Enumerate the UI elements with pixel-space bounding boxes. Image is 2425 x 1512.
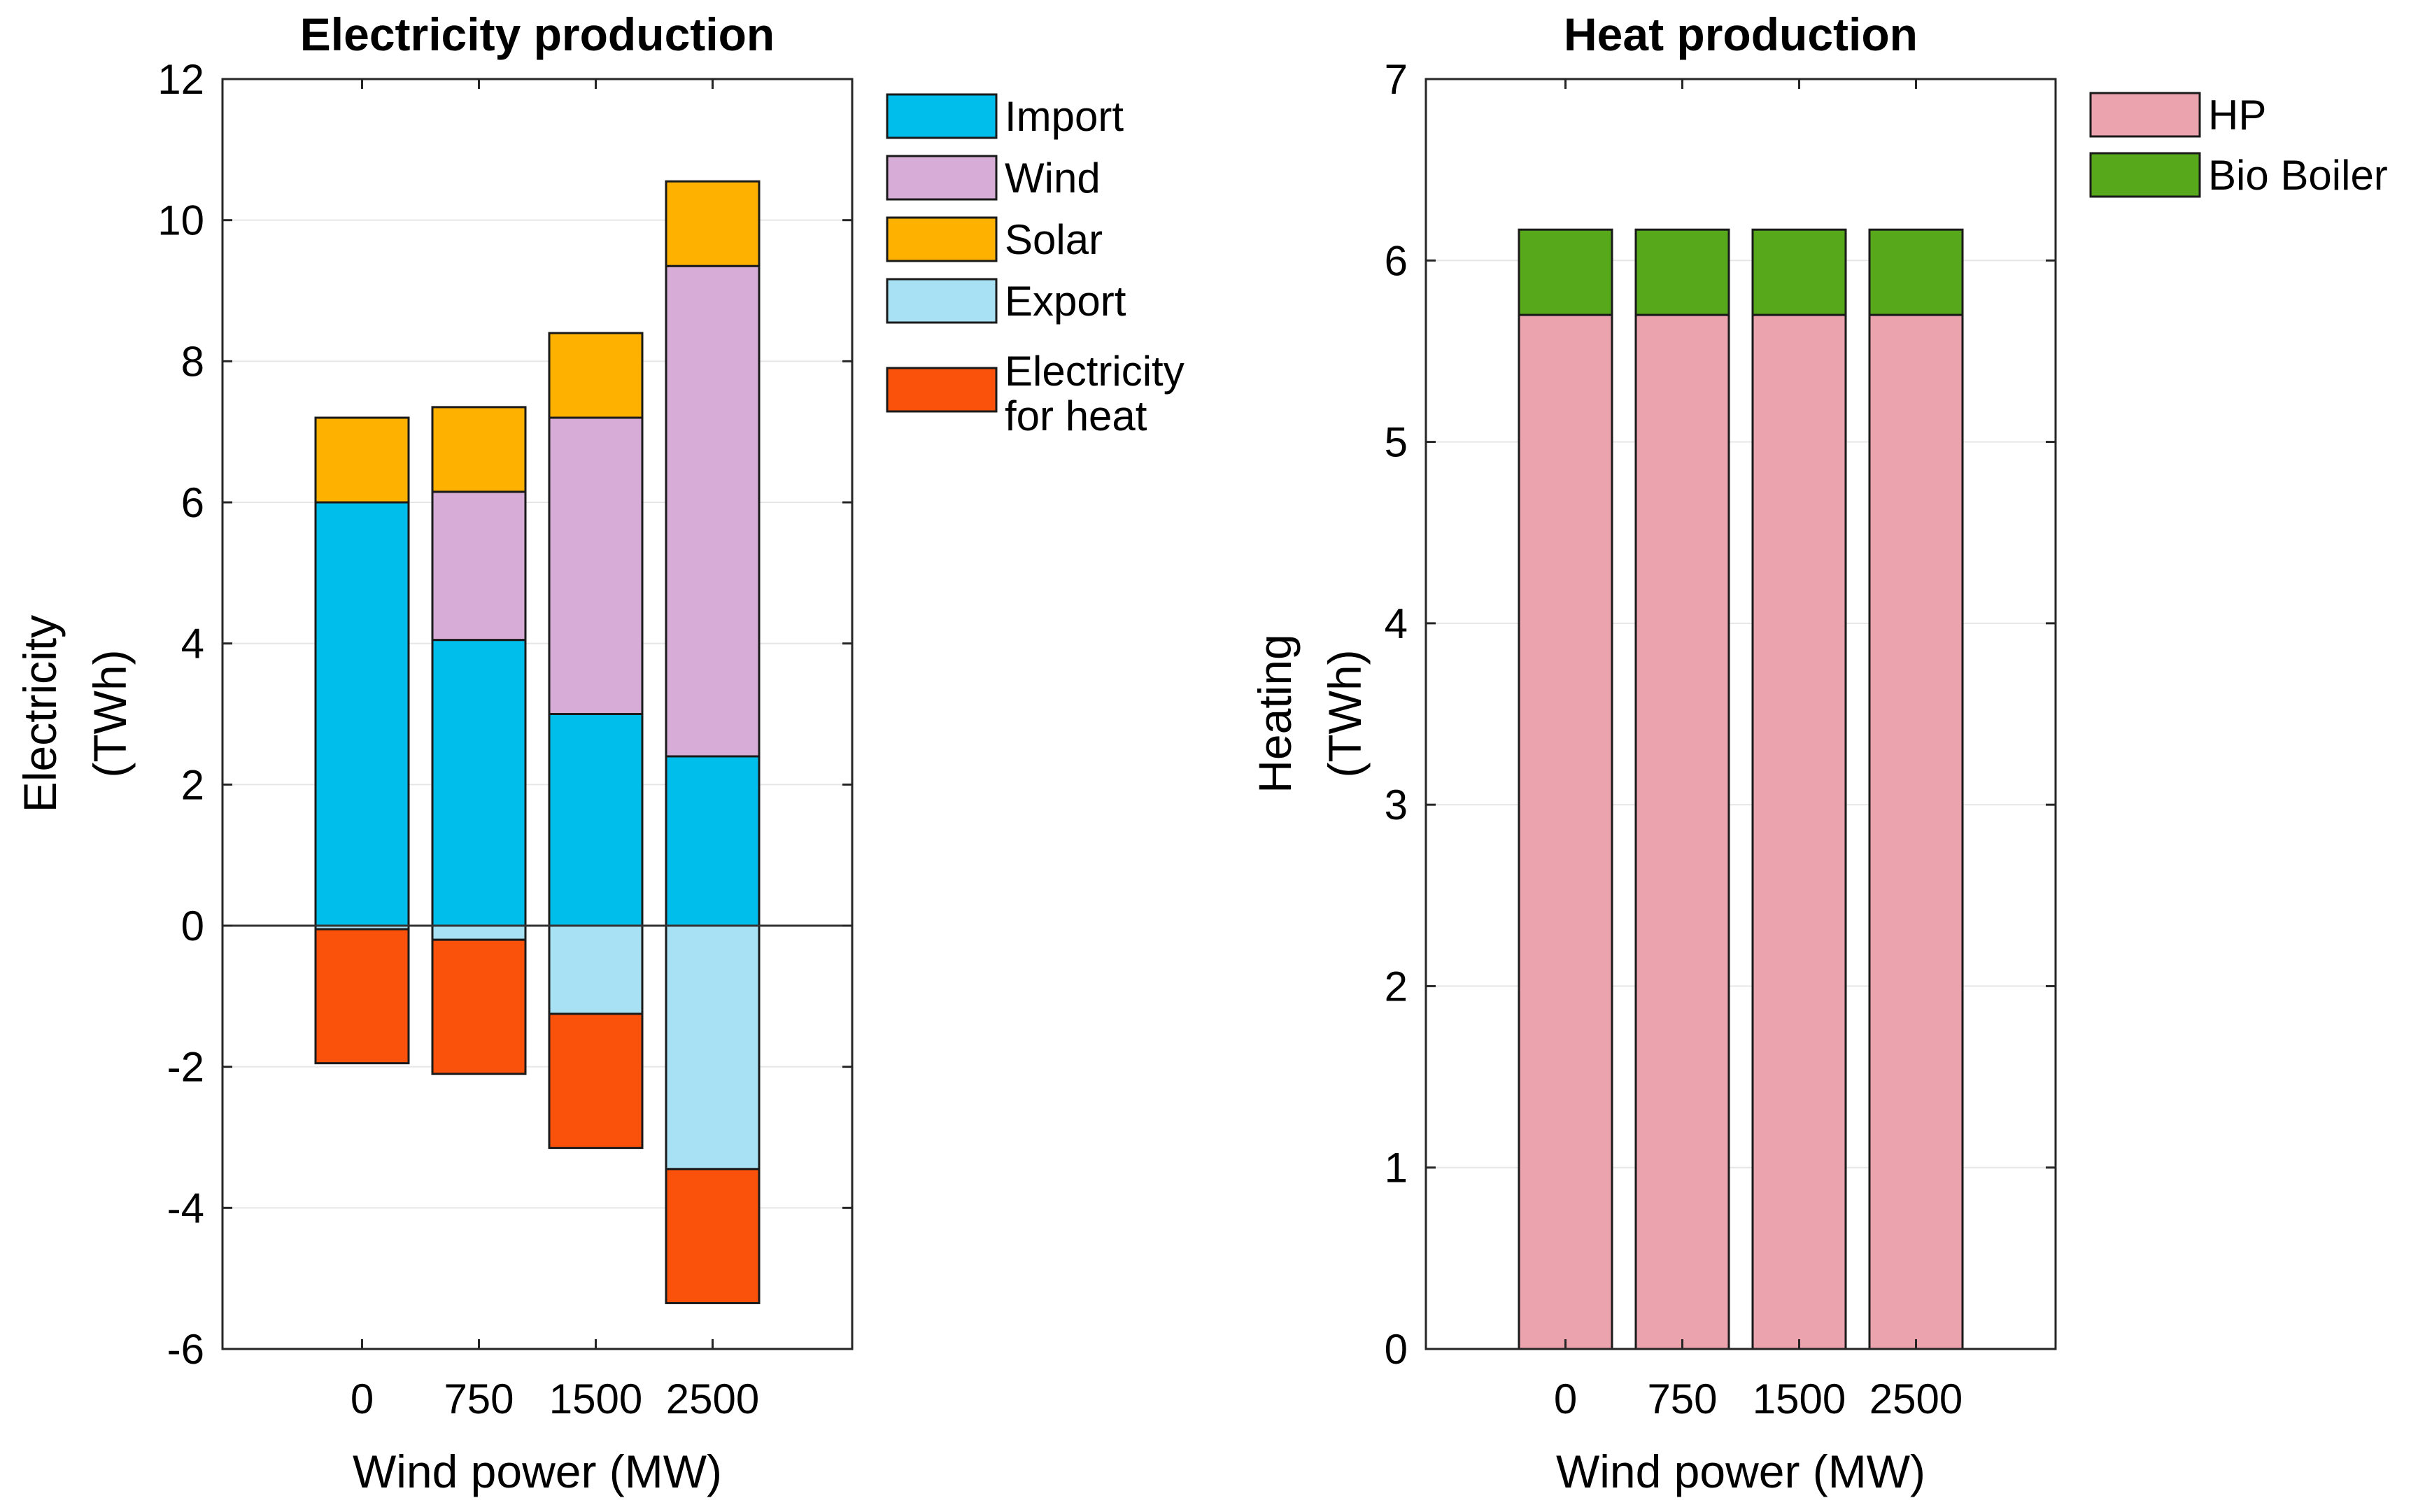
x-tick-label-0: 0 [1554, 1376, 1577, 1422]
y-tick-label: 7 [1385, 56, 1408, 103]
bar-wind-1500 [548, 416, 644, 715]
bar-solar-1500 [548, 332, 644, 419]
y-tick-label: 3 [1385, 782, 1408, 828]
y-tick-label: 10 [157, 197, 204, 244]
legend-swatch-export [886, 278, 998, 324]
y-tick-label: -4 [167, 1185, 204, 1231]
heat-legend: HP Bio Boiler [2089, 92, 2388, 199]
bar-import-750 [431, 639, 527, 927]
y-tick-label: 2 [181, 761, 204, 808]
y-tick-label: -2 [167, 1044, 204, 1091]
legend-label-hp: HP [2208, 92, 2266, 139]
x-tick-label-1500: 1500 [549, 1376, 642, 1422]
x-tick-label-750: 750 [1647, 1376, 1717, 1422]
legend-swatch-elheat [886, 367, 998, 413]
legend-label-wind: Wind [1005, 155, 1101, 202]
electricity-plot-frame [221, 78, 854, 1350]
electricity-chart-title: Electricity production [300, 8, 775, 60]
y-tick-label: 6 [181, 479, 204, 526]
heat-y-ticks: 0 1 2 3 4 5 6 7 [1385, 56, 2056, 1373]
bar-import-1500 [548, 713, 644, 927]
heat-chart-title: Heat production [1564, 8, 1918, 60]
x-tick-label-2500: 2500 [1869, 1376, 1963, 1422]
bar-export-2500 [665, 924, 761, 1171]
legend-label-bio: Bio Boiler [2208, 152, 2388, 199]
heat-bars [1518, 228, 1964, 1350]
x-tick-label-2500: 2500 [666, 1376, 759, 1422]
legend-label-solar: Solar [1005, 216, 1103, 263]
bar-wind-750 [431, 490, 527, 642]
legend-swatch-import [886, 93, 998, 139]
legend-swatch-wind [886, 155, 998, 201]
bar-import-2500 [665, 755, 761, 927]
heat-x-axis-label: Wind power (MW) [1556, 1446, 1925, 1497]
legend-swatch-hp [2089, 92, 2201, 138]
x-tick-label-750: 750 [444, 1376, 514, 1422]
bar-export-1500 [548, 924, 644, 1015]
heat-chart: 0 1 2 3 4 5 6 7 0 750 1500 2500 Heat production Wi… [1249, 8, 2388, 1497]
legend-label-elheat: Electricity [1005, 348, 1185, 395]
heat-y-axis-label: Heating [1249, 634, 1301, 793]
heat-y-axis-unit: (TWh) [1319, 649, 1371, 777]
y-tick-label: 8 [181, 338, 204, 385]
bar-hp-750 [1634, 313, 1730, 1350]
y-tick-label: 4 [181, 621, 204, 667]
y-tick-label: 4 [1385, 600, 1408, 647]
bar-solar-750 [431, 406, 527, 493]
bar-wind-2500 [665, 264, 761, 758]
legend-label-elheat: for heat [1005, 393, 1147, 439]
bar-hp-0 [1518, 313, 1613, 1350]
y-tick-label: 1 [1385, 1145, 1408, 1192]
legend-swatch-bio [2089, 152, 2201, 198]
heat-x-ticks: 0 750 1500 2500 [1554, 79, 1963, 1422]
electricity-y-axis-label: Electricity [14, 615, 66, 812]
bar-elheat-750 [431, 938, 527, 1075]
bar-import-0 [314, 501, 410, 927]
y-tick-label: 6 [1385, 237, 1408, 284]
bar-bio-1500 [1751, 228, 1847, 316]
bar-elheat-1500 [548, 1012, 644, 1150]
legend-swatch-solar [886, 216, 998, 262]
bar-bio-0 [1518, 228, 1613, 316]
electricity-y-ticks: -6 -4 -2 0 2 4 6 8 10 12 [157, 56, 852, 1373]
y-tick-label: -6 [167, 1326, 204, 1373]
y-tick-label: 0 [181, 903, 204, 949]
legend-label-import: Import [1005, 93, 1124, 140]
electricity-x-ticks: 0 750 1500 2500 [351, 79, 759, 1422]
y-tick-label: 5 [1385, 419, 1408, 466]
x-tick-label-1500: 1500 [1753, 1376, 1846, 1422]
x-tick-label-0: 0 [351, 1376, 374, 1422]
y-tick-label: 0 [1385, 1326, 1408, 1373]
bar-solar-2500 [665, 180, 761, 267]
bar-hp-2500 [1868, 313, 1964, 1350]
bar-hp-1500 [1751, 313, 1847, 1350]
y-tick-label: 2 [1385, 963, 1408, 1010]
bar-elheat-2500 [665, 1168, 761, 1304]
electricity-y-axis-unit: (TWh) [84, 649, 136, 777]
bar-bio-750 [1634, 228, 1730, 316]
bar-solar-0 [314, 416, 410, 504]
y-tick-label: 12 [157, 56, 204, 103]
bar-elheat-0 [314, 928, 410, 1065]
bar-export-750 [431, 924, 527, 941]
bar-bio-2500 [1868, 228, 1964, 316]
heat-plot-frame [1424, 78, 2057, 1350]
legend-label-export: Export [1005, 278, 1126, 325]
electricity-bars [314, 180, 761, 1304]
electricity-x-axis-label: Wind power (MW) [353, 1446, 722, 1497]
electricity-chart: -6 -4 -2 0 2 4 6 8 10 12 0 750 1500 2500 Electricity… [14, 8, 1185, 1497]
